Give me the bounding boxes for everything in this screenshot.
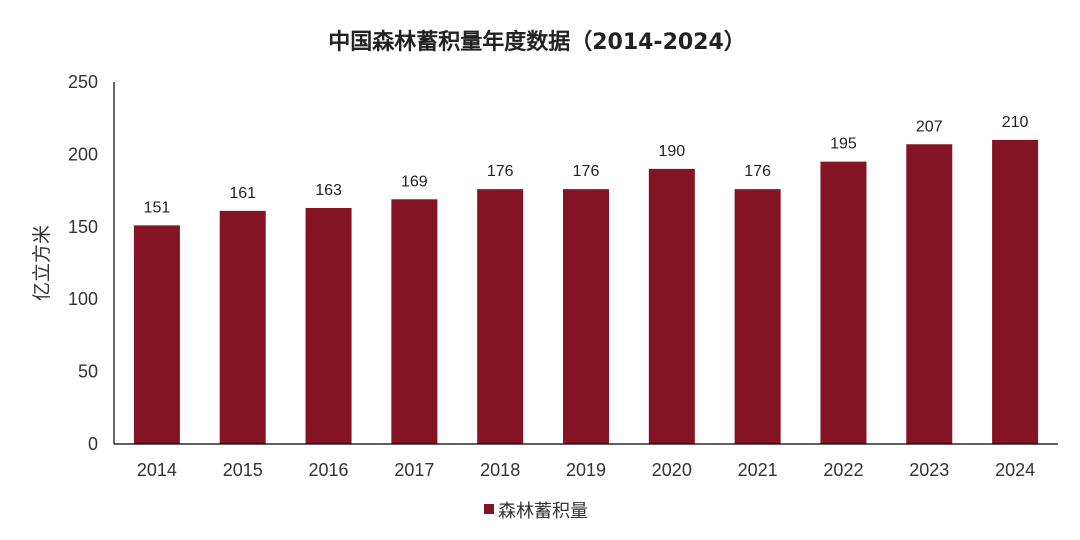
legend-swatch [484, 504, 494, 514]
y-tick-label: 200 [68, 144, 98, 164]
x-tick-label: 2024 [995, 460, 1035, 480]
x-tick-label: 2014 [137, 460, 177, 480]
data-label: 176 [744, 163, 771, 180]
y-tick-label: 100 [68, 289, 98, 309]
x-tick-label: 2018 [480, 460, 520, 480]
y-tick-label: 0 [88, 434, 98, 454]
legend-label: 森林蓄积量 [498, 501, 588, 522]
data-label: 207 [916, 118, 943, 135]
data-label: 190 [658, 143, 685, 160]
legend: 森林蓄积量 [484, 501, 588, 522]
bar [563, 189, 609, 444]
data-label: 161 [229, 185, 256, 202]
data-label: 151 [144, 199, 171, 216]
bar [734, 189, 781, 444]
bar [648, 168, 695, 444]
data-label: 176 [487, 163, 514, 180]
bars-group [133, 139, 1039, 445]
data-labels-group: 151 161 163 169 176 176 190 176 195 207 210 [144, 114, 1029, 216]
x-tick-label: 2020 [652, 460, 692, 480]
data-label: 195 [830, 136, 857, 153]
bar [477, 189, 524, 444]
chart-title: 中国森林蓄积量年度数据（2014-2024） [328, 29, 746, 55]
data-label: 163 [315, 182, 342, 199]
y-tick-label: 150 [68, 217, 98, 237]
y-tick-label: 50 [78, 362, 98, 382]
bar [133, 225, 180, 444]
x-axis-ticks: 2014 2015 2016 2017 2018 2019 2020 2021 2022 2023… [137, 460, 1035, 480]
bar [305, 207, 352, 444]
x-tick-label: 2023 [909, 460, 949, 480]
bar [219, 210, 266, 444]
data-label: 169 [401, 173, 428, 190]
x-tick-label: 2017 [394, 460, 434, 480]
x-tick-label: 2021 [738, 460, 778, 480]
bar [992, 139, 1039, 445]
bar [906, 144, 953, 444]
y-tick-label: 250 [68, 72, 98, 92]
y-axis-label: 亿立方米 [31, 225, 53, 301]
x-tick-label: 2022 [823, 460, 863, 480]
bar [820, 161, 867, 444]
data-label: 210 [1002, 114, 1029, 131]
x-tick-label: 2019 [566, 460, 606, 480]
bar [391, 199, 438, 444]
y-axis-ticks: 0 50 100 150 200 250 [68, 72, 98, 454]
x-tick-label: 2015 [223, 460, 263, 480]
x-tick-label: 2016 [309, 460, 349, 480]
data-label: 176 [573, 163, 600, 180]
